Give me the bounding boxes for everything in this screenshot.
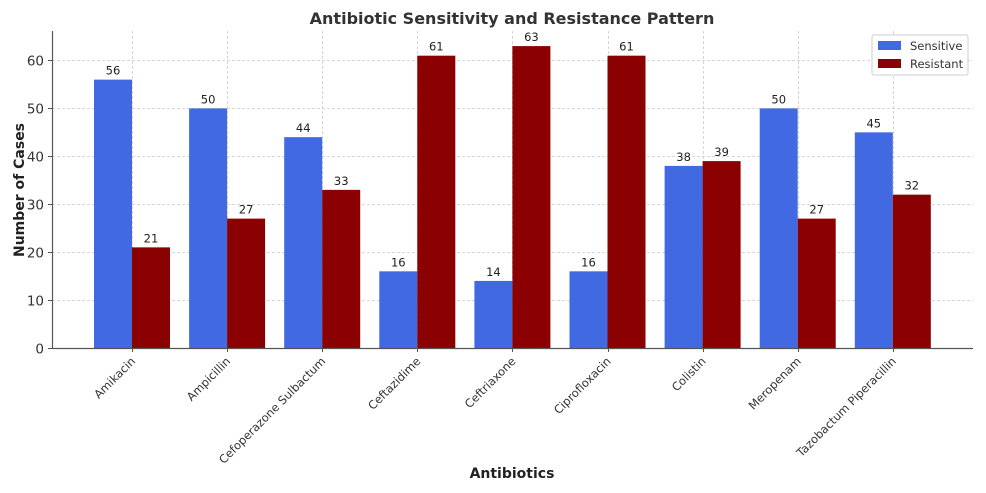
chart-title: Antibiotic Sensitivity and Resistance Pa… bbox=[310, 9, 715, 28]
bar-resistant bbox=[512, 46, 551, 348]
data-label: 16 bbox=[581, 255, 596, 269]
x-tick-label: Meropenam bbox=[746, 354, 804, 412]
legend-swatch-sensitive bbox=[878, 41, 901, 50]
y-tick-label: 50 bbox=[27, 102, 44, 118]
legend-swatch-resistant bbox=[878, 59, 901, 68]
x-tick-label: Cefoperazone Sulbactum bbox=[216, 354, 328, 466]
legend-label-sensitive: Sensitive bbox=[910, 39, 962, 53]
y-tick-label: 60 bbox=[27, 54, 44, 70]
data-label: 39 bbox=[714, 145, 729, 159]
bar-resistant bbox=[322, 189, 361, 348]
bar-resistant bbox=[227, 218, 266, 348]
bar-sensitive bbox=[759, 108, 798, 349]
data-label: 27 bbox=[809, 203, 824, 217]
bar-resistant bbox=[132, 247, 170, 348]
data-label: 21 bbox=[144, 231, 159, 245]
bar-sensitive bbox=[569, 271, 608, 348]
data-label: 56 bbox=[106, 64, 121, 78]
x-tick-label: Ceftriaxone bbox=[462, 354, 519, 411]
x-tick-label: Colistin bbox=[669, 354, 709, 394]
y-tick-label: 0 bbox=[35, 342, 44, 358]
data-label: 16 bbox=[391, 255, 406, 269]
bar-sensitive bbox=[474, 280, 513, 348]
y-axis-label: Number of Cases bbox=[12, 123, 28, 257]
data-label: 45 bbox=[866, 116, 881, 130]
x-axis-label: Antibiotics bbox=[470, 466, 555, 482]
y-ticks: 0 10 20 30 40 50 60 bbox=[27, 54, 52, 358]
data-label: 27 bbox=[239, 203, 254, 217]
bar-sensitive bbox=[854, 132, 893, 348]
y-tick-label: 30 bbox=[27, 198, 44, 214]
bar-resistant bbox=[607, 55, 646, 349]
data-label: 38 bbox=[676, 150, 691, 164]
data-label: 32 bbox=[904, 179, 919, 193]
bar-resistant bbox=[797, 218, 836, 348]
data-label: 50 bbox=[201, 92, 216, 106]
x-tick-label: Tazobactum Piperacillin bbox=[793, 354, 899, 460]
data-label: 61 bbox=[619, 40, 634, 54]
data-label: 63 bbox=[524, 30, 539, 44]
data-label: 33 bbox=[334, 174, 349, 188]
bar-resistant bbox=[702, 161, 741, 348]
bar-sensitive bbox=[284, 137, 323, 348]
x-tick-label: Amikacin bbox=[91, 354, 138, 401]
data-label: 14 bbox=[486, 265, 501, 279]
data-labels: 56 21 50 27 44 33 16 61 14 63 16 61 38 39 50 27 45 32 bbox=[106, 30, 919, 279]
y-tick-label: 20 bbox=[27, 246, 44, 262]
bar-sensitive bbox=[189, 108, 228, 349]
bar-sensitive bbox=[664, 165, 703, 348]
bars bbox=[94, 46, 931, 349]
bar-resistant bbox=[892, 194, 931, 348]
y-tick-label: 10 bbox=[27, 294, 44, 310]
data-label: 61 bbox=[429, 40, 444, 54]
legend: Sensitive Resistant bbox=[871, 34, 969, 76]
x-tick-label: Ciprofloxacin bbox=[551, 354, 614, 417]
data-label: 44 bbox=[296, 121, 311, 135]
y-tick-label: 40 bbox=[27, 150, 44, 166]
bar-sensitive bbox=[379, 271, 418, 348]
x-tick-label: Ceftazidime bbox=[365, 354, 423, 412]
x-tick-label: Ampicillin bbox=[184, 354, 233, 403]
bar-sensitive bbox=[94, 79, 132, 349]
bar-resistant bbox=[417, 55, 456, 349]
legend-label-resistant: Resistant bbox=[910, 57, 964, 71]
data-label: 50 bbox=[771, 92, 786, 106]
